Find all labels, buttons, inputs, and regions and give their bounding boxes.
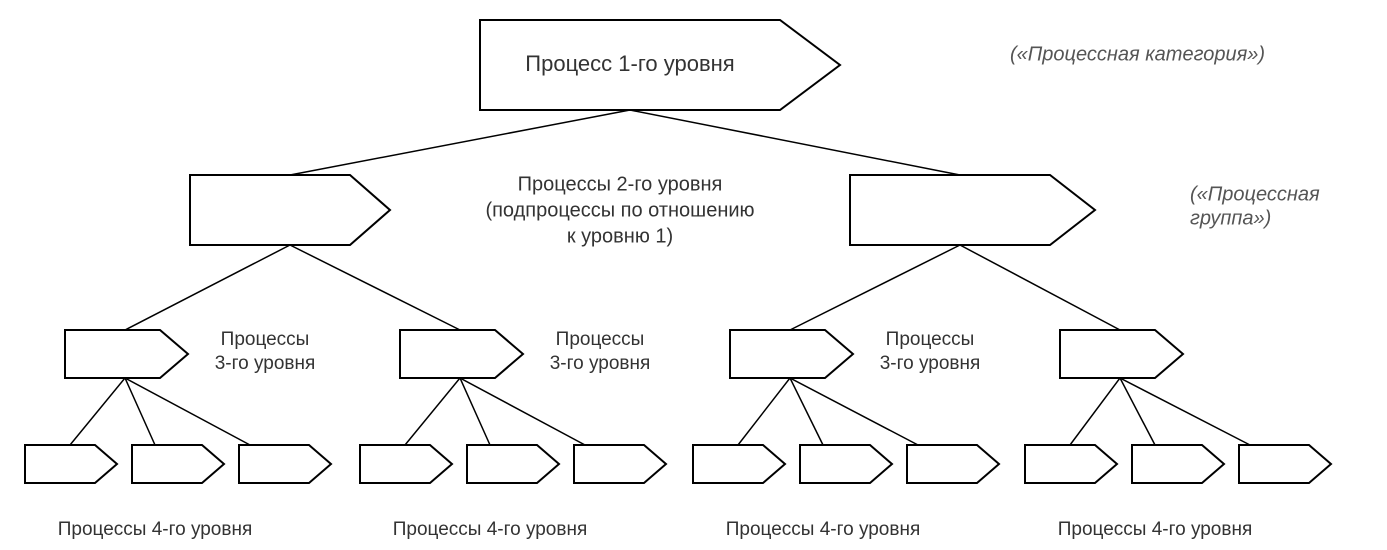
level2-annotation: («Процессная (1190, 183, 1320, 205)
tree-edge (290, 245, 460, 330)
level3-node (1060, 330, 1183, 378)
level3-label: Процессы (221, 329, 310, 350)
level4-node (574, 445, 666, 483)
level2-label: Процессы 2-го уровня (518, 173, 723, 195)
level3-label: 3-го уровня (550, 353, 651, 374)
tree-edge (1120, 378, 1155, 445)
tree-edge (125, 245, 290, 330)
tree-edge (460, 378, 585, 445)
level3-node (65, 330, 188, 378)
level4-label: Процессы 4-го уровня (393, 519, 588, 540)
tree-edge (405, 378, 460, 445)
level2-label: к уровню 1) (567, 225, 673, 247)
level1-annotation: («Процессная категория») (1010, 43, 1265, 65)
tree-edge (790, 378, 823, 445)
tree-edge (790, 245, 960, 330)
tree-edge (790, 378, 918, 445)
level4-node (1025, 445, 1117, 483)
tree-edge (960, 245, 1120, 330)
process-hierarchy-diagram: Процесс 1-го уровня («Процессная категори… (0, 0, 1387, 550)
level4-node (1132, 445, 1224, 483)
level4-node (132, 445, 224, 483)
level3-node (730, 330, 853, 378)
level4-label: Процессы 4-го уровня (58, 519, 253, 540)
level3-label: 3-го уровня (215, 353, 316, 374)
level2-label: (подпроцессы по отношению (485, 199, 754, 221)
tree-edge (1070, 378, 1120, 445)
level4-label: Процессы 4-го уровня (1058, 519, 1253, 540)
level4-label: Процессы 4-го уровня (726, 519, 921, 540)
level4-node (25, 445, 117, 483)
tree-edge (630, 110, 960, 175)
level2-node (190, 175, 390, 245)
tree-edge (70, 378, 125, 445)
level4-node (800, 445, 892, 483)
level2-annotation: группа») (1190, 207, 1271, 229)
level4-node (467, 445, 559, 483)
level4-node (360, 445, 452, 483)
level3-label: Процессы (556, 329, 645, 350)
level3-label: Процессы (886, 329, 975, 350)
tree-edge (460, 378, 490, 445)
tree-edge (1120, 378, 1250, 445)
level4-node (907, 445, 999, 483)
level4-node (1239, 445, 1331, 483)
level1-label: Процесс 1-го уровня (525, 51, 734, 76)
level4-node (239, 445, 331, 483)
level3-node (400, 330, 523, 378)
tree-edge (125, 378, 155, 445)
tree-edge (738, 378, 790, 445)
level4-node (693, 445, 785, 483)
tree-edge (290, 110, 630, 175)
tree-edge (125, 378, 250, 445)
level2-node (850, 175, 1095, 245)
level3-label: 3-го уровня (880, 353, 981, 374)
